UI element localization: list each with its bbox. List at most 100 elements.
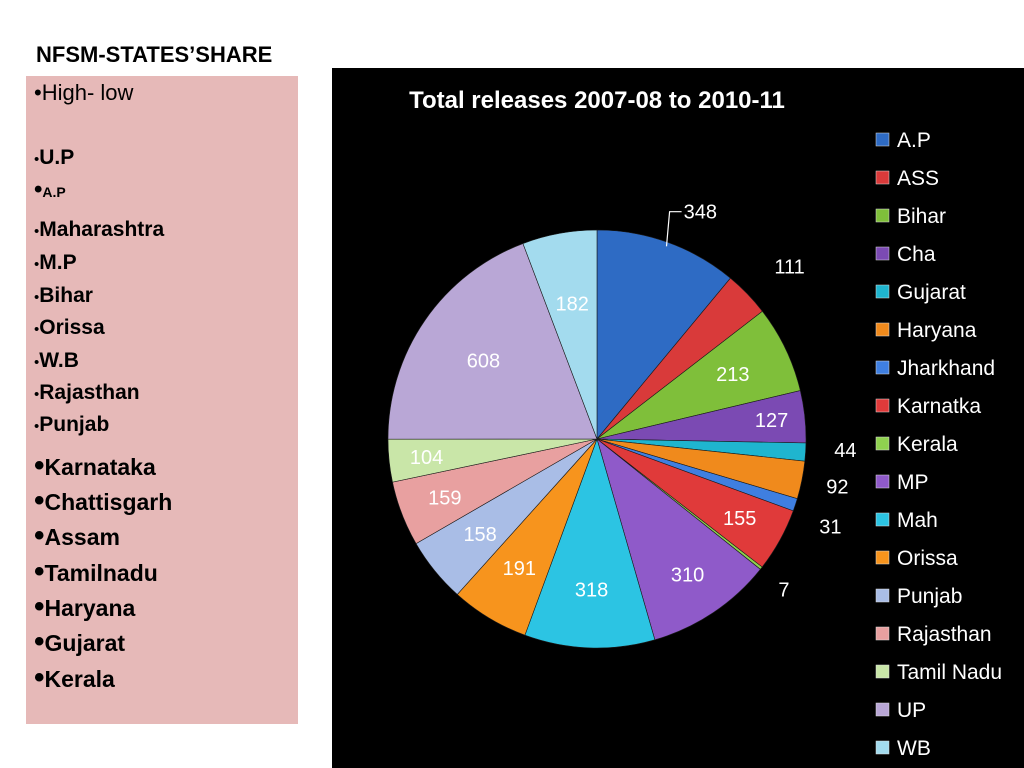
- pie-slice-mp: [596, 438, 761, 641]
- data-label-mah: 318: [575, 579, 608, 601]
- list-header-text: High- low: [41, 80, 134, 105]
- list-item: •Kerala: [34, 663, 115, 693]
- legend-label-wb: WB: [897, 737, 931, 760]
- list-item-text: Bihar: [39, 284, 93, 307]
- list-item: •Punjab: [34, 413, 109, 437]
- legend-swatch-mah: [875, 512, 890, 527]
- data-label-bihar: 213: [716, 364, 749, 386]
- list-item-text: Maharashtra: [39, 218, 165, 241]
- bullet-icon: •: [34, 484, 45, 517]
- bullet-icon: •: [34, 386, 40, 403]
- chart-title: Total releases 2007-08 to 2010-11: [409, 87, 785, 114]
- legend-swatch-kerala: [875, 436, 890, 451]
- legend-swatch-punjab: [875, 588, 890, 603]
- bullet-icon: •: [34, 449, 45, 482]
- bullet-icon: •: [34, 354, 40, 371]
- list-item: •Bihar: [34, 284, 93, 308]
- data-label-tamil-nadu: 104: [410, 447, 443, 469]
- legend: A.P ASS Bihar Cha Gujarat Haryana Jharkhand Kar…: [875, 129, 1002, 760]
- bullet-icon: •: [34, 176, 43, 203]
- legend-label-jharkhand: Jharkhand: [897, 357, 995, 380]
- pie-slice-wb: [522, 229, 598, 440]
- legend-swatch-mp: [875, 474, 890, 489]
- state-ranking-list: •High- low •U.P •A.P •Maharashtra •M.P •…: [26, 76, 298, 724]
- legend-label-kerala: Kerala: [897, 433, 958, 456]
- list-item-text: Orissa: [39, 316, 105, 339]
- legend-swatch-bihar: [875, 208, 890, 223]
- legend-label-up: UP: [897, 699, 926, 722]
- list-item: •Maharashtra: [34, 218, 164, 242]
- bullet-icon: •: [34, 289, 40, 306]
- bullet-icon: •: [34, 519, 45, 552]
- legend-label-orissa: Orissa: [897, 547, 958, 570]
- bullet-icon: •: [34, 625, 45, 658]
- bullet-icon: •: [34, 256, 40, 273]
- data-label-jharkhand: 31: [819, 516, 841, 538]
- data-label-wb: 182: [555, 293, 588, 315]
- list-item: •Orissa: [34, 316, 105, 340]
- data-label-ass: 111: [774, 256, 804, 278]
- legend-label-cha: Cha: [897, 243, 936, 266]
- data-label-haryana: 92: [826, 476, 848, 498]
- legend-swatch-jharkhand: [875, 360, 890, 375]
- list-item-text: W.B: [39, 349, 79, 372]
- list-item-text: Rajasthan: [39, 381, 140, 404]
- list-item-text: Kerala: [44, 666, 115, 692]
- list-item-text: Tamilnadu: [44, 560, 158, 586]
- data-label-a-p: 348: [684, 202, 717, 224]
- bullet-icon: •: [34, 661, 45, 694]
- list-item-text: Chattisgarh: [44, 489, 173, 515]
- legend-label-a-p: A.P: [897, 129, 931, 152]
- list-item-text: Gujarat: [44, 630, 126, 656]
- legend-swatch-rajasthan: [875, 626, 890, 641]
- data-label-rajasthan: 159: [428, 487, 461, 509]
- data-label-gujarat: 44: [834, 440, 856, 462]
- list-item: •Haryana: [34, 592, 136, 622]
- data-label-up: 608: [467, 351, 500, 373]
- list-header: •High- low: [34, 80, 133, 106]
- legend-swatch-haryana: [875, 322, 890, 337]
- legend-label-gujarat: Gujarat: [897, 281, 966, 304]
- list-item-text: Assam: [44, 524, 120, 550]
- legend-label-ass: ASS: [897, 167, 939, 190]
- legend-swatch-ass: [875, 170, 890, 185]
- data-label-cha: 127: [755, 410, 788, 432]
- data-label-mp: 310: [671, 565, 704, 587]
- legend-swatch-orissa: [875, 550, 890, 565]
- list-item: •M.P: [34, 251, 77, 275]
- list-item: •Gujarat: [34, 627, 126, 657]
- legend-swatch-karnatka: [875, 398, 890, 413]
- list-item-text: Haryana: [44, 595, 136, 621]
- data-label-karnatka: 155: [723, 508, 756, 530]
- pie-chart: Total releases 2007-08 to 2010-11 348 111…: [387, 87, 1002, 760]
- legend-label-bihar: Bihar: [897, 205, 946, 228]
- bullet-icon: •: [34, 555, 45, 588]
- data-label-orissa: 191: [503, 558, 536, 580]
- pie-chart-panel: Total releases 2007-08 to 2010-11 348 111…: [332, 68, 1024, 768]
- pie-slices: [387, 229, 807, 649]
- list-item: •U.P: [34, 146, 74, 170]
- list-item: •Assam: [34, 521, 120, 551]
- list-item-text: M.P: [39, 251, 77, 274]
- bullet-icon: •: [34, 590, 45, 623]
- legend-label-tamil-nadu: Tamil Nadu: [897, 661, 1002, 684]
- list-item: •A.P: [34, 176, 66, 204]
- legend-label-punjab: Punjab: [897, 585, 962, 608]
- list-item-text: A.P: [42, 184, 66, 200]
- pie-slice-a-p: [596, 229, 731, 440]
- pie-slice-mah: [524, 438, 656, 649]
- leader-line: [665, 211, 682, 247]
- legend-swatch-wb: [875, 740, 890, 755]
- bullet-icon: •: [34, 418, 40, 435]
- list-item: •Karnataka: [34, 451, 156, 481]
- legend-swatch-gujarat: [875, 284, 890, 299]
- legend-label-karnatka: Karnatka: [897, 395, 981, 418]
- leader-lines: [665, 211, 682, 247]
- legend-label-rajasthan: Rajasthan: [897, 623, 992, 646]
- legend-swatch-up: [875, 702, 890, 717]
- list-item: •W.B: [34, 349, 79, 373]
- legend-label-mp: MP: [897, 471, 929, 494]
- bullet-icon: •: [34, 151, 40, 168]
- slide-title: NFSM-STATES’SHARE: [36, 42, 273, 67]
